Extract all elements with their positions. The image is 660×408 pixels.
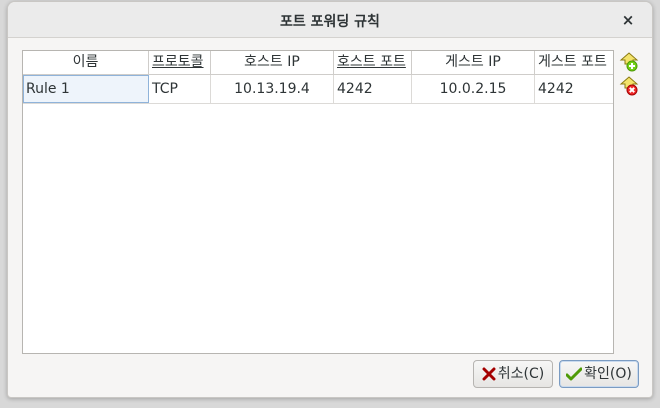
column-header-name[interactable]: 이름 [23,51,149,75]
column-header-host-ip[interactable]: 호스트 IP [211,51,334,75]
cell-name[interactable]: Rule 1 [23,75,149,103]
title-bar: 포트 포워딩 규칙 × [8,2,652,38]
cell-guest-ip[interactable]: 10.0.2.15 [412,75,535,103]
cell-protocol[interactable]: TCP [149,75,211,103]
cancel-icon [482,367,496,381]
column-header-protocol[interactable]: 프로토콜 [149,51,211,75]
add-rule-button[interactable] [619,52,639,72]
cancel-button[interactable]: 취소(C) [473,360,553,388]
cell-guest-port[interactable]: 4242 [538,81,574,97]
column-header-guest-port[interactable]: 게스트 포트 [538,54,607,70]
ok-label: 확인(O) [584,366,632,382]
ok-button[interactable]: 확인(O) [559,360,639,388]
remove-rule-icon [619,76,639,96]
table-header: 이름 프로토콜 호스트 IP 호스트 포트 게스트 IP 게스트 포트 [23,51,613,75]
remove-rule-button[interactable] [619,76,639,96]
add-rule-icon [619,52,639,72]
column-header-host-port[interactable]: 호스트 포트 [334,51,412,75]
cancel-label: 취소(C) [497,366,545,382]
close-button[interactable]: × [618,10,638,30]
port-forwarding-dialog: 포트 포워딩 규칙 × 이름 프로토콜 호스트 IP 호스트 포트 게스트 IP… [7,1,653,398]
confirm-icon [566,367,583,381]
rules-table[interactable]: 이름 프로토콜 호스트 IP 호스트 포트 게스트 IP 게스트 포트 Rule… [22,50,614,354]
table-row[interactable]: Rule 1 TCP 10.13.19.4 4242 10.0.2.15 424… [23,75,613,104]
cell-host-ip[interactable]: 10.13.19.4 [211,75,334,103]
cell-host-port[interactable]: 4242 [334,75,412,103]
close-icon: × [621,11,635,29]
column-header-guest-ip[interactable]: 게스트 IP [412,51,535,75]
dialog-title: 포트 포워딩 규칙 [280,14,380,30]
